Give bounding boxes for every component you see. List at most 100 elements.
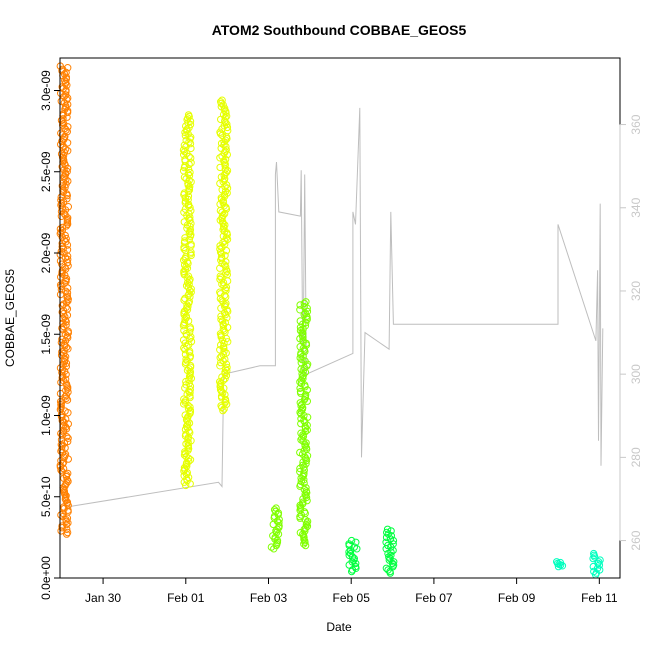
- data-point: [57, 286, 66, 294]
- data-point: [58, 524, 66, 532]
- data-point: [63, 113, 71, 121]
- data-point: [383, 525, 392, 533]
- data-point: [388, 559, 397, 568]
- x-tick-label: Feb 03: [250, 591, 288, 605]
- data-point: [179, 322, 188, 330]
- data-point: [60, 357, 69, 366]
- data-point: [186, 232, 195, 240]
- data-point: [183, 278, 192, 287]
- data-point: [63, 476, 71, 484]
- data-point: [216, 378, 224, 386]
- data-point: [187, 251, 195, 260]
- data-point: [387, 532, 395, 540]
- data-point: [56, 290, 65, 299]
- data-point: [348, 567, 356, 576]
- y-axis-right: 260 280 300 320 340 360: [619, 114, 643, 551]
- data-point: [302, 524, 310, 532]
- data-point: [299, 495, 307, 503]
- data-point: [63, 528, 72, 537]
- data-point: [558, 562, 567, 570]
- y-left-tick-label: 0.0e+00: [39, 556, 53, 600]
- data-point: [300, 540, 308, 548]
- data-point: [57, 466, 65, 474]
- data-point: [180, 245, 188, 253]
- data-point: [220, 405, 228, 413]
- data-point: [217, 333, 225, 341]
- data-point: [186, 168, 194, 177]
- data-point: [61, 145, 70, 153]
- data-point: [182, 355, 190, 363]
- data-point: [303, 397, 311, 405]
- data-point: [216, 206, 225, 215]
- data-point: [301, 424, 310, 433]
- data-point: [297, 511, 306, 519]
- data-point: [62, 394, 70, 403]
- data-point: [297, 436, 305, 444]
- data-point: [183, 301, 191, 309]
- data-point: [222, 258, 230, 266]
- y-right-tick-label: 340: [629, 197, 643, 217]
- data-point: [224, 338, 232, 346]
- data-point: [216, 130, 225, 138]
- data-point: [298, 434, 306, 442]
- points-group: [56, 62, 604, 579]
- data-point: [58, 223, 67, 232]
- y-left-tick-label: 2.0e-09: [39, 232, 53, 273]
- y-axis-label: COBBAE_GEOS5: [3, 269, 17, 367]
- data-point: [221, 237, 229, 245]
- data-point: [58, 417, 66, 425]
- data-point: [223, 267, 231, 276]
- data-point: [296, 514, 304, 522]
- y-right-tick-label: 320: [629, 281, 643, 301]
- data-point: [57, 150, 66, 158]
- data-point: [217, 256, 225, 264]
- data-point: [296, 464, 304, 473]
- data-point: [185, 349, 194, 357]
- data-point: [187, 333, 195, 341]
- y-left-tick-label: 1.5e-09: [39, 314, 53, 355]
- data-point: [62, 517, 70, 525]
- data-point: [297, 351, 305, 359]
- data-point: [187, 285, 195, 293]
- x-tick-label: Feb 11: [581, 591, 618, 605]
- data-point: [58, 242, 66, 251]
- data-point: [389, 536, 398, 545]
- data-point: [299, 530, 307, 538]
- data-point: [221, 310, 230, 319]
- data-point: [182, 381, 190, 389]
- data-point: [390, 558, 398, 566]
- data-point: [303, 488, 311, 497]
- data-point: [62, 222, 71, 230]
- data-point: [221, 374, 229, 383]
- x-axis: Jan 30 Feb 01 Feb 03 Feb 05 Feb 07 Feb 09 Feb …: [85, 577, 618, 605]
- data-point: [348, 553, 357, 561]
- data-point: [216, 362, 224, 370]
- data-point: [186, 325, 195, 333]
- data-point: [182, 262, 190, 271]
- data-point: [216, 163, 224, 172]
- data-point: [186, 480, 194, 488]
- data-point: [62, 391, 71, 399]
- data-point: [63, 294, 71, 302]
- x-tick-label: Feb 07: [415, 591, 453, 605]
- data-point: [218, 403, 226, 412]
- data-point: [382, 533, 391, 542]
- data-point: [216, 382, 224, 391]
- x-tick-label: Feb 01: [167, 591, 205, 605]
- data-point: [58, 413, 66, 422]
- y-right-tick-label: 260: [629, 530, 643, 550]
- x-tick-label: Jan 30: [85, 591, 121, 605]
- data-point: [64, 345, 72, 353]
- data-point: [184, 454, 193, 462]
- data-point: [303, 386, 311, 394]
- data-point: [180, 395, 188, 403]
- data-point: [187, 374, 196, 383]
- data-point: [223, 230, 232, 239]
- data-point: [218, 389, 227, 397]
- y-left-tick-label: 2.5e-09: [39, 151, 53, 192]
- data-point: [58, 348, 66, 356]
- data-point: [62, 496, 70, 505]
- data-point: [296, 306, 304, 314]
- plot-frame: [59, 57, 621, 579]
